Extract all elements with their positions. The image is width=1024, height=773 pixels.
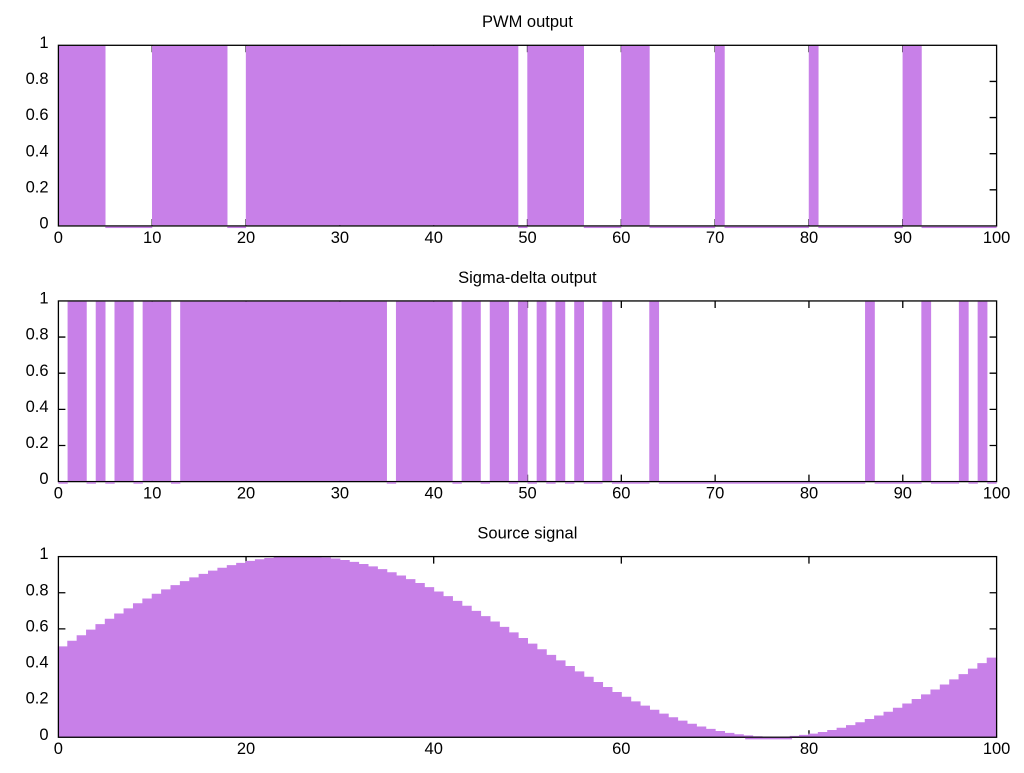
svg-text:0.4: 0.4 <box>26 398 49 416</box>
svg-text:1: 1 <box>39 290 48 308</box>
svg-text:100: 100 <box>983 229 1011 247</box>
svg-text:60: 60 <box>612 740 630 758</box>
svg-text:0: 0 <box>39 726 48 744</box>
svg-text:70: 70 <box>706 484 724 502</box>
svg-text:30: 30 <box>331 229 349 247</box>
svg-text:0.2: 0.2 <box>26 178 49 196</box>
svg-text:0.6: 0.6 <box>26 362 49 380</box>
svg-text:0: 0 <box>54 740 63 758</box>
svg-text:20: 20 <box>237 229 255 247</box>
svg-text:0: 0 <box>54 484 63 502</box>
svg-text:0: 0 <box>54 229 63 247</box>
svg-text:70: 70 <box>706 229 724 247</box>
svg-text:0.8: 0.8 <box>26 70 49 88</box>
svg-text:100: 100 <box>983 484 1011 502</box>
svg-text:80: 80 <box>800 484 818 502</box>
svg-text:30: 30 <box>331 484 349 502</box>
svg-text:0.8: 0.8 <box>26 326 49 344</box>
svg-text:20: 20 <box>237 484 255 502</box>
svg-text:0.4: 0.4 <box>26 142 49 160</box>
svg-text:60: 60 <box>612 484 630 502</box>
svg-text:Sigma-delta output: Sigma-delta output <box>458 269 597 287</box>
svg-text:0.8: 0.8 <box>26 581 49 599</box>
svg-text:100: 100 <box>983 740 1011 758</box>
svg-text:90: 90 <box>894 484 912 502</box>
svg-text:0.2: 0.2 <box>26 690 49 708</box>
svg-text:0.6: 0.6 <box>26 618 49 636</box>
svg-text:90: 90 <box>894 229 912 247</box>
svg-text:0: 0 <box>39 215 48 233</box>
svg-text:1: 1 <box>39 34 48 52</box>
svg-text:0: 0 <box>39 470 48 488</box>
svg-text:1: 1 <box>39 545 48 563</box>
svg-text:40: 40 <box>425 484 443 502</box>
svg-text:80: 80 <box>800 740 818 758</box>
svg-text:50: 50 <box>518 484 536 502</box>
svg-text:40: 40 <box>425 740 443 758</box>
svg-text:10: 10 <box>143 229 161 247</box>
svg-text:0.2: 0.2 <box>26 434 49 452</box>
svg-text:Source signal: Source signal <box>477 524 577 542</box>
svg-text:60: 60 <box>612 229 630 247</box>
svg-text:40: 40 <box>425 229 443 247</box>
svg-text:PWM output: PWM output <box>482 13 573 31</box>
svg-text:0.4: 0.4 <box>26 654 49 672</box>
svg-text:50: 50 <box>518 229 536 247</box>
svg-text:80: 80 <box>800 229 818 247</box>
svg-text:0.6: 0.6 <box>26 106 49 124</box>
svg-text:10: 10 <box>143 484 161 502</box>
svg-text:20: 20 <box>237 740 255 758</box>
